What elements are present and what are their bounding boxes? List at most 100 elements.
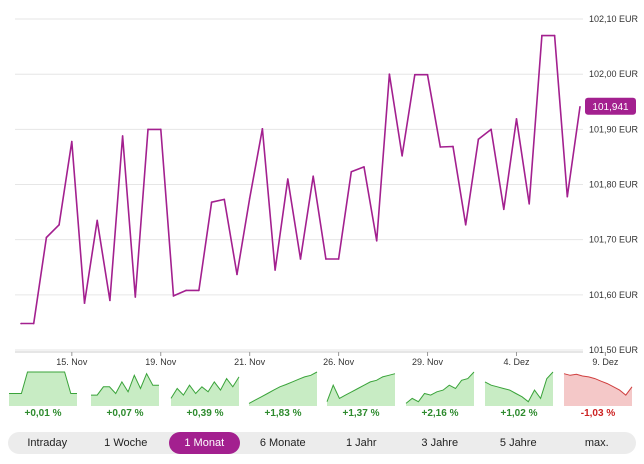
data-point <box>325 258 327 260</box>
data-point <box>388 73 391 75</box>
price-line <box>21 34 581 325</box>
data-point <box>502 208 505 211</box>
x-tick-label: 21. Nov <box>234 357 266 367</box>
data-point <box>210 201 213 203</box>
x-tick-label: 9. Dez <box>592 357 619 367</box>
tab-1-woche[interactable]: 1 Woche <box>104 437 148 449</box>
sparkline-area <box>327 373 395 406</box>
tab-1-monat[interactable]: 1 Monat <box>169 432 240 454</box>
data-point <box>109 299 111 302</box>
data-point <box>172 295 175 297</box>
data-point <box>274 269 276 271</box>
y-tick-label: 102,10 EUR <box>589 14 639 24</box>
thumbnail-6-monate[interactable]: +1,83 % <box>248 370 318 424</box>
tab-5-jahre[interactable]: 5 Jahre <box>499 437 537 449</box>
y-tick-label: 101,90 EUR <box>589 124 639 134</box>
thumbnail-sparkline <box>170 376 240 406</box>
sparkline-line <box>91 372 159 396</box>
data-point <box>337 258 340 260</box>
thumbnail-sparkline <box>326 373 396 406</box>
thumbnail-change: +1,37 % <box>342 408 380 419</box>
data-point <box>134 296 137 298</box>
data-point <box>464 223 467 226</box>
data-point <box>286 178 289 180</box>
period-thumbnails: +0,01 % +0,07 % +0,39 % +1,83 % +1,37 % +2,16… <box>8 370 636 424</box>
thumbnail-sparkline <box>9 371 77 406</box>
data-point <box>96 219 99 222</box>
sparkline-line <box>405 371 475 404</box>
price-chart: 101,50 EUR 101,60 EUR 101,70 EUR 101,80 EUR… <box>15 14 639 367</box>
data-point <box>32 322 35 325</box>
y-tick-label: 102,00 EUR <box>589 69 639 79</box>
sparkline-line <box>326 373 396 402</box>
data-point <box>159 128 162 131</box>
thumbnail-sparkline <box>563 373 633 406</box>
sparkline-area <box>171 376 239 406</box>
thumbnail-1-woche[interactable]: +0,07 % <box>90 370 160 424</box>
x-tick-label: 15. Nov <box>56 357 88 367</box>
data-point <box>71 140 73 143</box>
thumbnail-5-jahre[interactable]: +1,02 % <box>484 370 554 424</box>
data-point <box>515 118 518 120</box>
sparkline-area <box>564 373 632 406</box>
data-point <box>363 166 365 168</box>
thumbnail-sparkline <box>91 372 159 406</box>
thumbnail-sparkline <box>405 371 475 406</box>
last-value-badge <box>585 97 636 115</box>
data-point <box>83 302 86 304</box>
data-point <box>566 195 569 198</box>
x-tick-label: 4. Dez <box>503 357 530 367</box>
thumbnail-sparkline <box>248 371 318 406</box>
data-point <box>350 171 353 173</box>
sparkline-line <box>9 371 77 394</box>
x-tick-label: 19. Nov <box>145 357 177 367</box>
thumbnail-change: +0,39 % <box>186 408 224 419</box>
data-point <box>261 128 264 130</box>
data-point <box>248 197 251 200</box>
y-tick-label: 101,70 EUR <box>589 235 639 245</box>
tab-intraday[interactable]: Intraday <box>27 437 68 449</box>
sparkline-area <box>9 372 77 406</box>
y-tick-label: 101,60 EUR <box>589 290 639 300</box>
y-tick-label: 101,50 EUR <box>589 345 639 355</box>
thumbnail-max-[interactable]: -1,03 % <box>563 370 633 424</box>
data-point <box>236 273 238 276</box>
thumbnail-sparkline <box>484 371 554 406</box>
data-point <box>477 138 480 141</box>
last-value-label: 101,941 <box>592 102 629 113</box>
data-point <box>185 289 187 292</box>
thumbnail-intraday[interactable]: +0,01 % <box>8 370 78 424</box>
sparkline-area <box>91 373 159 406</box>
tab-max-[interactable]: max. <box>584 437 609 449</box>
data-point <box>20 322 22 325</box>
sparkline-line <box>484 371 554 403</box>
data-point <box>528 203 530 205</box>
thumbnail-change: +1,02 % <box>500 408 538 419</box>
data-point <box>299 258 302 260</box>
sparkline-line <box>170 376 240 399</box>
data-point <box>223 198 226 201</box>
sparkline-line <box>563 373 633 396</box>
thumbnail-1-jahr[interactable]: +1,37 % <box>326 370 396 424</box>
data-point <box>45 236 48 239</box>
sparkline-area <box>249 372 317 406</box>
data-point <box>426 73 429 76</box>
data-point <box>452 145 454 148</box>
data-point <box>553 34 556 37</box>
tab-1-jahr[interactable]: 1 Jahr <box>345 437 377 449</box>
data-point <box>198 289 200 292</box>
tab-6-monate[interactable]: 6 Monate <box>259 437 306 449</box>
thumbnail-3-jahre[interactable]: +2,16 % <box>405 370 475 424</box>
data-point <box>439 146 442 148</box>
x-tick-label: 29. Nov <box>412 357 444 367</box>
sparkline-area <box>406 372 474 406</box>
data-point <box>579 105 581 108</box>
thumbnail-1-monat[interactable]: +0,39 % <box>170 370 240 424</box>
tab-3-jahre[interactable]: 3 Jahre <box>421 437 459 449</box>
data-point <box>541 34 543 37</box>
data-point <box>58 223 60 226</box>
data-point <box>121 135 124 137</box>
data-point <box>490 128 492 131</box>
sparkline-area <box>485 372 553 406</box>
period-tabs: Intraday 1 Woche 1 Monat 6 Monate 1 Jahr 3 Ja… <box>8 432 636 454</box>
